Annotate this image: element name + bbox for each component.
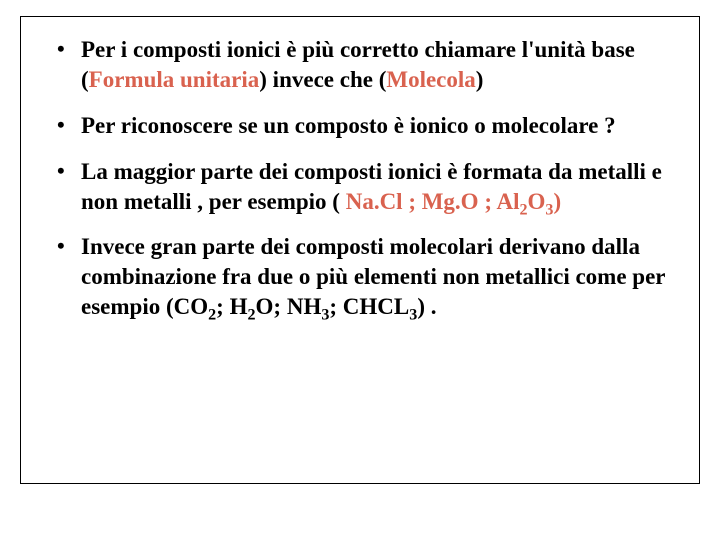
text-run: 2: [208, 307, 216, 324]
list-item: Per riconoscere se un composto è ionico …: [57, 111, 675, 141]
accent-text: Na.Cl ; Mg.O ; Al: [346, 189, 520, 214]
accent-text: 2: [519, 201, 527, 218]
list-item: La maggior parte dei composti ionici è f…: [57, 157, 675, 217]
accent-text: ): [553, 189, 561, 214]
text-run: ) .: [417, 294, 436, 319]
text-run: ; CHCL: [329, 294, 409, 319]
text-run: ): [476, 67, 484, 92]
text-run: ; H: [216, 294, 247, 319]
text-run: 2: [247, 307, 255, 324]
accent-text: O: [528, 189, 546, 214]
list-item: Invece gran parte dei composti molecolar…: [57, 232, 675, 322]
slide-content-box: Per i composti ionici è più corretto chi…: [20, 16, 700, 484]
text-run: Per riconoscere se un composto è ionico …: [81, 113, 616, 138]
accent-text: Molecola: [386, 67, 475, 92]
text-run: ) invece che (: [259, 67, 386, 92]
bullet-list: Per i composti ionici è più corretto chi…: [57, 35, 675, 322]
accent-text: Formula unitaria: [89, 67, 260, 92]
list-item: Per i composti ionici è più corretto chi…: [57, 35, 675, 95]
text-run: O; NH: [256, 294, 322, 319]
